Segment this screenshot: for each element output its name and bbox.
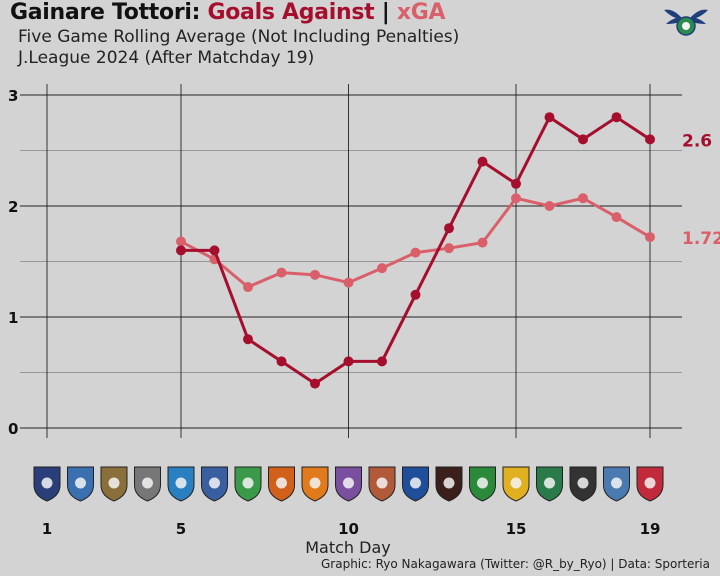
opponent-crest-icon bbox=[569, 466, 597, 502]
opponent-crest-icon bbox=[33, 466, 61, 502]
chart-subtitle-1: Five Game Rolling Average (Not Including… bbox=[18, 27, 460, 47]
xga-line bbox=[179, 196, 652, 289]
xga-point bbox=[310, 269, 320, 280]
opponent-crest-icon bbox=[100, 466, 128, 502]
title-team: Gainare Tottori: bbox=[10, 0, 201, 25]
opponent-crest-icon bbox=[469, 466, 496, 502]
xga-point bbox=[477, 237, 488, 248]
goals-against-point bbox=[343, 356, 354, 367]
chart-title: Gainare Tottori: Goals Against | xGA bbox=[10, 0, 445, 25]
xga-point bbox=[611, 212, 622, 223]
title-separator: | bbox=[381, 0, 390, 25]
xga-point bbox=[578, 193, 588, 204]
x-tick-label: 5 bbox=[176, 520, 186, 538]
xga-point bbox=[410, 247, 421, 258]
goals-against-point bbox=[410, 289, 421, 300]
y-tick-label: 1 bbox=[8, 309, 18, 327]
goals-against-point bbox=[544, 112, 555, 123]
goals-against-point bbox=[377, 356, 387, 367]
xga-point bbox=[444, 243, 454, 254]
x-axis-title: Match Day bbox=[305, 538, 391, 557]
opponent-crest-icon bbox=[167, 466, 195, 502]
credit-text: Graphic: Ryo Nakagawara (Twitter: @R_by_… bbox=[320, 557, 710, 571]
title-xga: xGA bbox=[396, 0, 446, 25]
x-tick-label: 15 bbox=[506, 520, 527, 538]
team-crest-icon bbox=[664, 9, 708, 36]
xga-point bbox=[176, 236, 186, 247]
xga-point bbox=[511, 193, 521, 204]
goals-against-end-label: 2.6 bbox=[682, 131, 712, 151]
title-goals-against: Goals Against bbox=[207, 0, 375, 25]
y-tick-label: 0 bbox=[8, 420, 18, 438]
goals-against-point bbox=[444, 223, 454, 234]
opponent-crest-icon bbox=[201, 466, 228, 502]
opponent-crest-icon bbox=[134, 466, 161, 502]
opponent-crest-icon bbox=[234, 466, 262, 502]
goals-against-point bbox=[645, 134, 655, 145]
goals-against-point bbox=[511, 178, 521, 189]
x-tick-label: 10 bbox=[338, 520, 359, 538]
x-tick-label: 1 bbox=[42, 520, 52, 538]
opponent-crest-icon bbox=[268, 466, 295, 502]
goals-against-point bbox=[243, 334, 253, 345]
goals-against-point bbox=[611, 112, 622, 123]
opponent-crest-icon bbox=[368, 466, 396, 502]
chart-subtitle-2: J.League 2024 (After Matchday 19) bbox=[18, 48, 315, 68]
xga-point bbox=[276, 267, 287, 278]
xga-point bbox=[544, 201, 555, 211]
xga-point bbox=[243, 282, 253, 293]
goals-against-point bbox=[310, 378, 320, 389]
xga-point bbox=[645, 232, 655, 243]
opponent-crest-icon bbox=[536, 466, 563, 502]
xga-point bbox=[343, 277, 354, 288]
opponent-crest-icon bbox=[435, 466, 463, 502]
opponent-crest-icon bbox=[402, 466, 429, 502]
x-tick-label: 19 bbox=[640, 520, 661, 538]
y-tick-label: 2 bbox=[8, 198, 18, 216]
goals-against-point bbox=[276, 356, 287, 367]
goals-against-point bbox=[578, 134, 588, 145]
goals-against-point bbox=[176, 245, 186, 256]
opponent-crest-icon bbox=[603, 466, 630, 502]
opponent-crest-icon bbox=[502, 466, 530, 502]
xga-point bbox=[377, 263, 387, 274]
y-tick-label: 3 bbox=[8, 87, 18, 105]
opponent-crest-icon bbox=[67, 466, 94, 502]
opponent-crest-icon bbox=[301, 466, 329, 502]
goals-against-point bbox=[209, 245, 220, 256]
xga-end-label: 1.72 bbox=[682, 229, 720, 249]
opponent-crest-icon bbox=[335, 466, 362, 502]
goals-against-point bbox=[477, 156, 488, 167]
opponent-crest-icon bbox=[636, 466, 664, 502]
